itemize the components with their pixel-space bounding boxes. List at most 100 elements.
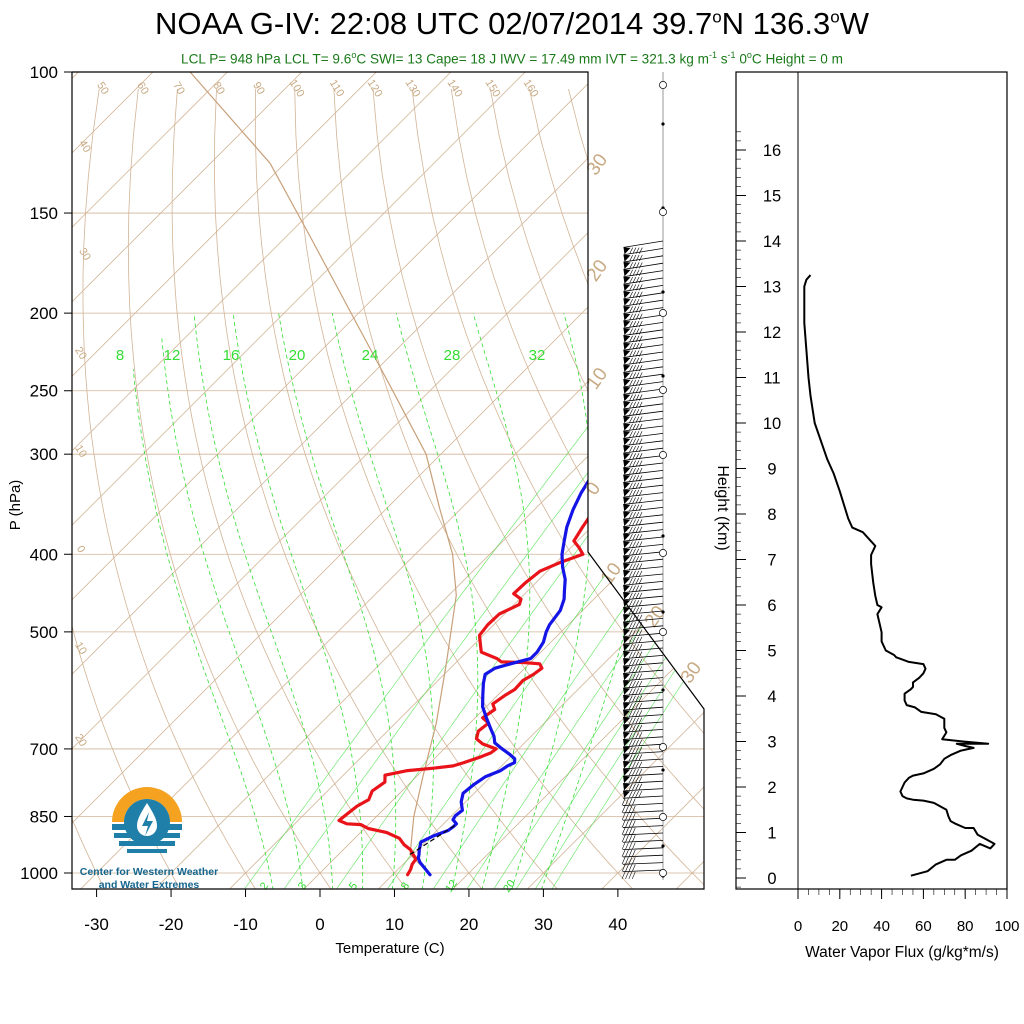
moist-adiabat-line (278, 313, 397, 889)
wind-barb (623, 536, 664, 542)
x-tick-label: -20 (159, 915, 184, 934)
wind-barb (623, 669, 664, 674)
wind-feather (629, 578, 633, 585)
dry-adiabat-line (171, 88, 408, 889)
mixing-ratio-line (466, 312, 704, 889)
wind-feather (635, 526, 640, 533)
wind-feather (638, 680, 643, 688)
wind-pennant (623, 688, 631, 696)
moist-adiabat-line (232, 313, 364, 889)
wind-feather (638, 754, 643, 761)
wind-barb (623, 758, 664, 762)
wind-feather (635, 511, 640, 519)
logo-water-band (119, 841, 175, 846)
wind-feather (635, 482, 640, 489)
wind-barb (623, 780, 664, 784)
wind-barb (623, 729, 664, 733)
wind-feather (629, 548, 633, 555)
wind-feather (625, 871, 629, 880)
dry-adiabat-line (294, 88, 634, 889)
wind-pennant (623, 643, 631, 651)
wind-feather (632, 563, 636, 570)
wind-feather (639, 269, 643, 276)
isotherm-line (72, 72, 395, 889)
wind-pennant (623, 453, 631, 461)
wind-feather (621, 813, 626, 821)
wind-barb (623, 640, 664, 645)
dry-adiabat-label: 30 (677, 658, 706, 687)
wind-barb (623, 425, 664, 432)
wind-feather (629, 387, 633, 394)
moist-adiabat-line (132, 369, 274, 889)
wind-feather (632, 739, 636, 746)
isotherm-label: 110 (327, 78, 346, 99)
dry-adiabat-line (254, 88, 559, 889)
mixing-ratio-line (386, 312, 704, 889)
lcl-segment (409, 824, 457, 855)
wind-feather (629, 526, 633, 533)
wind-barb (623, 499, 664, 505)
wind-feather (629, 306, 633, 313)
wind-feather (631, 827, 636, 835)
flux-y-tick-label: 11 (763, 370, 780, 388)
wind-feather (629, 600, 633, 607)
wind-pennant (623, 717, 631, 725)
chart-subtitle: LCL P= 948 hPa LCL T= 9.6oC SWI= 13 Cape… (181, 50, 843, 67)
wind-feather (632, 460, 636, 467)
wind-feather (621, 871, 626, 880)
mixing-ratio-label: 2 (258, 880, 271, 892)
wind-pennant (623, 313, 631, 321)
wind-feather (632, 578, 636, 585)
y-tick-label: 700 (30, 740, 58, 759)
wind-pennant (623, 614, 631, 622)
wind-feather (629, 254, 633, 262)
logo-bolt-icon (142, 812, 153, 836)
moist-adiabat-line (511, 312, 592, 889)
moist-adiabat-line (540, 313, 667, 889)
wind-feather (638, 291, 643, 298)
wind-barb (623, 544, 664, 549)
wind-feather (635, 629, 640, 636)
flux-frame (735, 71, 1008, 890)
wind-feather (632, 511, 636, 519)
wind-feather (629, 504, 633, 511)
flux-y-tick-label: 16 (763, 142, 781, 160)
y-tick-label: 1000 (20, 864, 58, 883)
wind-feather (638, 600, 643, 607)
flux-y-axis-label: Height (Km) (714, 465, 731, 550)
wind-feather (638, 636, 643, 644)
wind-feather (635, 651, 640, 658)
wind-feather (628, 783, 633, 790)
wind-feather (621, 842, 626, 850)
wind-feather (629, 298, 633, 306)
wind-feather (635, 783, 639, 790)
wind-feather (635, 717, 639, 724)
wind-barb (623, 455, 664, 461)
wind-barb (623, 825, 664, 828)
wind-barb (623, 240, 664, 248)
wind-barb (623, 736, 664, 740)
wind-feather (635, 680, 639, 688)
y-tick-label: 400 (30, 545, 58, 564)
wind-barb (623, 558, 664, 564)
wind-feather (638, 746, 643, 754)
wind-feather (638, 644, 643, 651)
wind-feather (629, 746, 633, 754)
mixing-ratio-line (534, 312, 704, 889)
dry-adiabat-line (607, 88, 704, 889)
wind-pennant (623, 306, 631, 314)
wind-feather (632, 291, 637, 298)
wind-pennant (623, 298, 631, 306)
mixing-ratio-label: 20 (289, 347, 306, 364)
isotherm-line (72, 72, 172, 889)
wind-feather (632, 298, 637, 306)
wind-feather (638, 688, 643, 695)
wind-feather (638, 585, 643, 592)
wind-feather (632, 688, 636, 695)
wind-pennant (623, 695, 631, 703)
wind-feather (631, 842, 636, 850)
wind-feather (632, 592, 636, 599)
wind-feather (629, 541, 633, 548)
